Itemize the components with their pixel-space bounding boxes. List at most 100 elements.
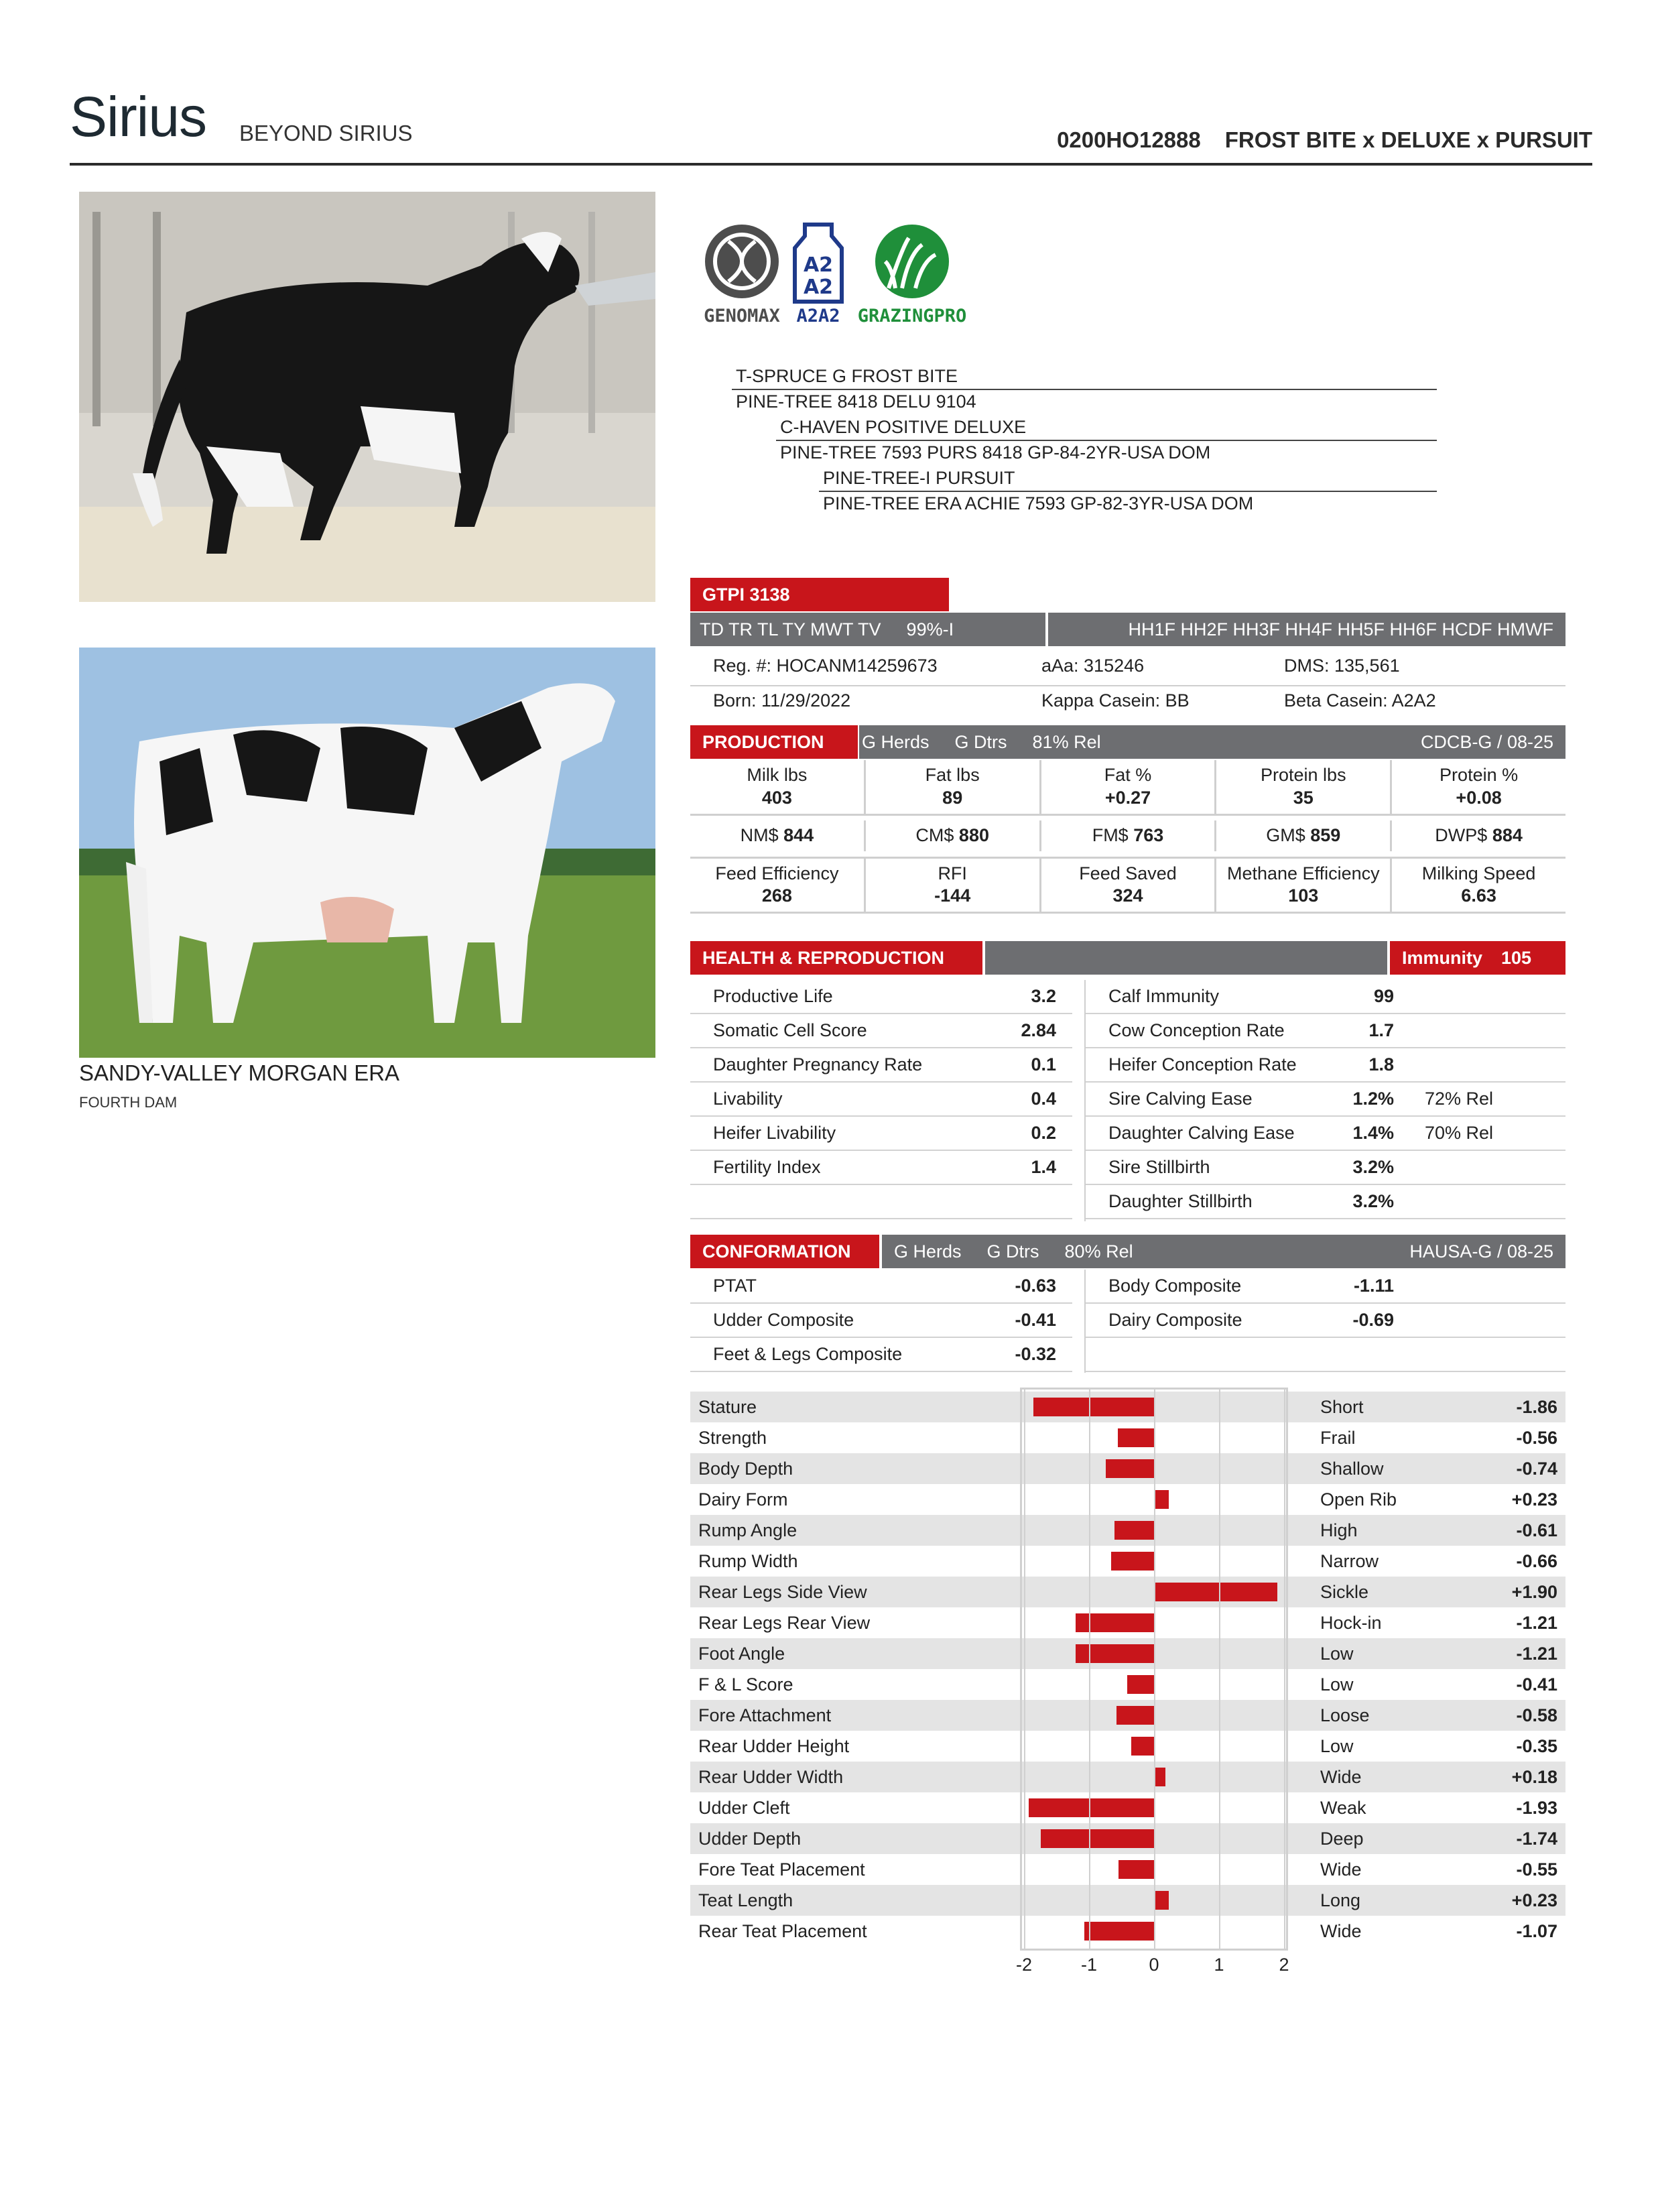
linear-trait-row: Rear Udder Width Wide +0.18 <box>690 1762 1565 1792</box>
linear-trait-name: Rear Udder Height <box>698 1736 850 1756</box>
pedigree-mgs: C-HAVEN POSITIVE DELUXE <box>780 417 1027 437</box>
conformation-trait-value: -0.63 <box>1015 1276 1056 1296</box>
linear-trait-name: Rump Angle <box>698 1520 797 1540</box>
health-left-column: Productive Life 3.2 Somatic Cell Score 2.84… <box>690 980 1072 1219</box>
reproduction-trait-row: Daughter Stillbirth 3.2% <box>1086 1185 1565 1219</box>
index-cell: FM$ 763 <box>1041 820 1217 851</box>
linear-trait-name: Fore Attachment <box>698 1705 832 1725</box>
efficiency-cell: Methane Efficiency 103 <box>1216 858 1393 912</box>
conformation-trait-row: PTAT -0.63 <box>690 1270 1072 1304</box>
conformation-trait-row: Udder Composite -0.41 <box>690 1304 1072 1338</box>
a2a2-label: A2A2 <box>796 306 840 326</box>
a2a2-logo: A2 A2 <box>788 221 848 335</box>
grazingpro-label: GRAZINGPRO <box>857 306 967 326</box>
reproduction-trait-label: Sire Stillbirth <box>1108 1157 1210 1177</box>
linear-gridline <box>1154 1388 1155 1951</box>
pedigree-dam: PINE-TREE 8418 DELU 9104 <box>736 391 976 412</box>
header-divider <box>70 163 1592 166</box>
linear-trait-row: Rear Legs Side View Sickle +1.90 <box>690 1577 1565 1607</box>
sire-code: 0200HO12888 <box>1057 127 1201 152</box>
conformation-trait-label: Udder Composite <box>713 1310 854 1330</box>
production-herds: G Herds <box>862 731 930 752</box>
linear-trait-row: Teat Length Long +0.23 <box>690 1885 1565 1916</box>
sire-name: Sirius <box>70 85 207 148</box>
linear-trait-descriptor: Weak <box>1320 1798 1366 1818</box>
linear-trait-value: +0.18 <box>1511 1767 1557 1787</box>
linear-trait-value: -0.55 <box>1516 1859 1557 1880</box>
health-empty-row <box>690 1185 1072 1219</box>
linear-trait-row: F & L Score Low -0.41 <box>690 1669 1565 1700</box>
production-row-indexes: NM$ 844 CM$ 880 FM$ 763 GM$ 859 DWP$ 884 <box>690 816 1565 859</box>
production-meta-bar: G Herds G Dtrs 81% Rel CDCB-G / 08-25 <box>859 725 1565 759</box>
production-title: PRODUCTION <box>690 725 858 759</box>
conformation-trait-row: Body Composite -1.11 <box>1086 1270 1565 1304</box>
conformation-herds: G Herds <box>894 1241 962 1262</box>
conformation-trait-row: Dairy Composite -0.69 <box>1086 1304 1565 1338</box>
dms-code: DMS: 135,561 <box>1284 656 1400 676</box>
conformation-trait-label: Feet & Legs Composite <box>713 1344 903 1364</box>
production-cell: Protein % +0.08 <box>1440 765 1519 808</box>
reproduction-trait-value: 1.7 <box>1368 1020 1394 1040</box>
health-trait-label: Productive Life <box>713 986 833 1006</box>
linear-trait-value: -1.21 <box>1516 1644 1557 1664</box>
linear-trait-row: Strength Frail -0.56 <box>690 1422 1565 1453</box>
linear-trait-name: Rear Udder Width <box>698 1767 844 1787</box>
production-source: CDCB-G / 08-25 <box>1420 731 1553 752</box>
linear-trait-row: Udder Cleft Weak -1.93 <box>690 1792 1565 1823</box>
immunity-badge: Immunity 105 <box>1390 941 1565 975</box>
gtpi-badge: GTPI 3138 <box>690 578 949 611</box>
linear-trait-value: -0.66 <box>1516 1551 1557 1571</box>
linear-trait-descriptor: Open Rib <box>1320 1489 1397 1510</box>
health-trait-row: Productive Life 3.2 <box>690 980 1072 1014</box>
conformation-dtrs: G Dtrs <box>986 1241 1039 1262</box>
linear-trait-value: +0.23 <box>1511 1489 1557 1510</box>
linear-trait-bar <box>1118 1860 1154 1879</box>
health-trait-value: 0.4 <box>1031 1089 1056 1109</box>
linear-trait-name: Teat Length <box>698 1890 793 1910</box>
linear-trait-name: Strength <box>698 1428 767 1448</box>
linear-gridline <box>1219 1388 1220 1951</box>
beta-casein: Beta Casein: A2A2 <box>1284 690 1436 711</box>
health-trait-value: 1.4 <box>1031 1157 1056 1177</box>
linear-trait-name: Rump Width <box>698 1551 798 1571</box>
linear-trait-descriptor: Sickle <box>1320 1582 1369 1602</box>
conformation-trait-value: -0.69 <box>1352 1310 1394 1330</box>
birth-date: Born: 11/29/2022 <box>713 690 851 711</box>
conformation-trait-label: Body Composite <box>1108 1276 1242 1296</box>
linear-gridline <box>1284 1388 1285 1951</box>
linear-trait-name: Rear Legs Rear View <box>698 1613 871 1633</box>
linear-trait-value: -0.56 <box>1516 1428 1557 1448</box>
linear-trait-descriptor: Deep <box>1320 1829 1364 1849</box>
production-cell: Protein lbs 35 <box>1216 760 1393 814</box>
reproduction-trait-value: 1.8 <box>1368 1054 1394 1074</box>
linear-axis-tick-label: -2 <box>1015 1955 1033 1975</box>
index-cell: GM$ 859 <box>1216 820 1393 851</box>
sire-full-name: BEYOND SIRIUS <box>239 121 413 145</box>
linear-trait-descriptor: Narrow <box>1320 1551 1379 1571</box>
reproduction-trait-value: 99 <box>1373 986 1394 1006</box>
linear-trait-descriptor: Hock-in <box>1320 1613 1382 1633</box>
linear-trait-name: Body Depth <box>698 1459 793 1479</box>
linear-trait-row: Body Depth Shallow -0.74 <box>690 1453 1565 1484</box>
linear-trait-descriptor: Low <box>1320 1644 1354 1664</box>
header-right: 0200HO12888 FROST BITE x DELUXE x PURSUIT <box>1033 127 1592 153</box>
health-gray-bar <box>985 941 1387 975</box>
linear-trait-value: -0.41 <box>1516 1674 1557 1695</box>
linear-trait-value: -1.21 <box>1516 1613 1557 1633</box>
svg-text:A2: A2 <box>804 275 833 299</box>
efficiency-cell: RFI -144 <box>866 858 1041 912</box>
pedigree-rule <box>819 491 1437 492</box>
linear-trait-descriptor: Frail <box>1320 1428 1356 1448</box>
linear-trait-bar <box>1075 1644 1154 1663</box>
pedigree-mggs: PINE-TREE-I PURSUIT <box>823 468 1015 488</box>
health-trait-label: Fertility Index <box>713 1157 821 1177</box>
reproduction-trait-value: 1.4% <box>1352 1123 1394 1143</box>
index-cell: NM$ 844 <box>690 820 866 851</box>
reproduction-trait-row: Calf Immunity 99 <box>1086 980 1565 1014</box>
conformation-right-column: Body Composite -1.11 Dairy Composite -0.69 <box>1086 1270 1565 1372</box>
production-row-yield: Milk lbs 403 Fat lbs 89 Fat % +0.27 Protein… <box>690 760 1565 816</box>
linear-trait-descriptor: Loose <box>1320 1705 1370 1725</box>
linear-trait-bar <box>1131 1737 1154 1756</box>
linear-trait-bar <box>1110 1552 1154 1571</box>
linear-trait-descriptor: Wide <box>1320 1859 1362 1880</box>
